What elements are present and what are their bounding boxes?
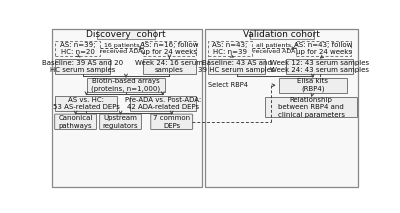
Bar: [56, 59, 110, 74]
Text: Pre-ADA vs. Post-ADA:
42 ADA-related DEPs: Pre-ADA vs. Post-ADA: 42 ADA-related DEP…: [125, 96, 201, 110]
Text: AS: n=39;
HC: n=20: AS: n=39; HC: n=20: [60, 42, 95, 55]
Text: Biotin-based arrays
(proteins, n=1,000): Biotin-based arrays (proteins, n=1,000): [91, 78, 160, 92]
Text: Canonical
pathways: Canonical pathways: [58, 115, 93, 129]
Bar: [208, 41, 252, 56]
Bar: [56, 41, 100, 56]
Bar: [266, 97, 357, 117]
Bar: [87, 78, 165, 92]
Text: Relationship
between RBP4 and
clinical parameters: Relationship between RBP4 and clinical p…: [278, 97, 345, 118]
Text: AS: n=43; follow
up for 24 weeks: AS: n=43; follow up for 24 weeks: [294, 42, 353, 55]
Text: Elisa kits
(RBP4): Elisa kits (RBP4): [297, 78, 328, 92]
Bar: [208, 59, 266, 74]
Text: Week 24: 16 serum
samples: Week 24: 16 serum samples: [135, 60, 203, 73]
Text: 16 patients
received ADA: 16 patients received ADA: [100, 43, 142, 54]
Bar: [296, 41, 352, 56]
FancyBboxPatch shape: [151, 114, 193, 130]
FancyBboxPatch shape: [100, 114, 142, 130]
Bar: [205, 29, 358, 187]
Bar: [96, 30, 155, 39]
Text: Select RBP4: Select RBP4: [208, 82, 248, 88]
Bar: [286, 59, 353, 74]
Bar: [52, 29, 202, 187]
Bar: [56, 96, 118, 111]
Text: Discovery  cohort: Discovery cohort: [86, 30, 166, 39]
Bar: [130, 96, 196, 111]
Text: AS: n=43;
HC: n=39: AS: n=43; HC: n=39: [212, 42, 248, 55]
Text: 7 common
DEPs: 7 common DEPs: [153, 115, 190, 129]
Bar: [250, 30, 314, 39]
Text: all patients
received ADA: all patients received ADA: [253, 43, 295, 54]
Text: Baseline: 43 AS and
39 HC serum samples: Baseline: 43 AS and 39 HC serum samples: [198, 60, 275, 73]
Text: AS: n=16; follow
up for 24 weeks: AS: n=16; follow up for 24 weeks: [140, 42, 199, 55]
FancyBboxPatch shape: [55, 114, 96, 130]
Text: Validation cohort: Validation cohort: [243, 30, 320, 39]
Bar: [143, 59, 196, 74]
Bar: [143, 41, 196, 56]
Text: Baseline: 39 AS and 20
HC serum samples: Baseline: 39 AS and 20 HC serum samples: [42, 60, 123, 73]
Bar: [279, 78, 347, 93]
Text: Week 12: 43 serum samples
Week 24: 43 serum samples: Week 12: 43 serum samples Week 24: 43 se…: [270, 60, 369, 73]
Text: AS vs. HC:
53 AS-related DEPs: AS vs. HC: 53 AS-related DEPs: [53, 96, 120, 110]
Text: Upstream
regulators: Upstream regulators: [103, 115, 138, 129]
